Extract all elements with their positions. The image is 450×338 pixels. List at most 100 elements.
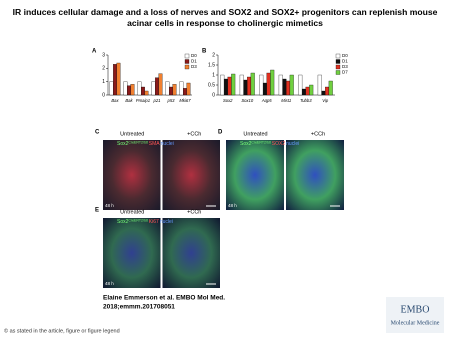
stain-part: SMA: [149, 141, 161, 147]
panel-label: C: [95, 130, 100, 136]
bar: [172, 84, 177, 96]
bar: [309, 84, 314, 96]
x-tick-label: p21: [153, 98, 161, 103]
x-tick-label: Sox2: [223, 98, 233, 103]
y-tick-label: 0: [212, 92, 215, 98]
micrograph: [162, 218, 220, 288]
bar: [151, 81, 156, 96]
stain-part: nuclei: [160, 219, 173, 225]
bar: [247, 76, 252, 96]
bar: [113, 64, 117, 96]
micrograph: [162, 140, 220, 210]
bar: [317, 74, 322, 96]
bar: [243, 79, 248, 96]
y-tick-label: 1.5: [208, 62, 215, 68]
bar: [220, 74, 225, 96]
x-tick-label: Sox10: [241, 98, 254, 103]
bar: [165, 81, 170, 96]
legend-label: D1: [342, 59, 348, 64]
column-label: +CCh: [187, 131, 201, 137]
micrograph: [226, 140, 284, 210]
bar: [239, 74, 244, 96]
panel-label: A: [92, 49, 97, 55]
column-label: +CCh: [187, 209, 201, 215]
x-tick-label: Bak: [125, 98, 133, 103]
x-tick-label: p53: [167, 98, 176, 103]
column-label: Untreated: [243, 131, 267, 137]
x-tick-label: Bax: [111, 98, 119, 103]
bar: [130, 84, 135, 96]
y-tick-label: 3: [102, 52, 105, 58]
slide-title: IR induces cellular damage and a loss of…: [12, 7, 438, 28]
stain-part: Sox2: [240, 141, 252, 147]
legend-label: D0: [342, 53, 348, 58]
legend-label: D1: [191, 59, 197, 64]
x-tick-label: Vip: [322, 98, 329, 103]
x-tick-label: Tubb3: [300, 98, 312, 103]
stain-part: Sox2: [117, 141, 129, 147]
bar: [270, 69, 275, 96]
bar: [282, 78, 287, 96]
bar: [305, 86, 310, 96]
bar: [227, 76, 232, 96]
bar: [223, 78, 228, 96]
stain-part: CreERT2/tdt: [128, 218, 147, 222]
legend-label: D3: [191, 64, 197, 69]
stain-label: Sox2CreERT2/tdtKi67nuclei: [117, 218, 173, 225]
x-tick-label: Pmaip1: [136, 98, 150, 103]
panel-label: B: [202, 49, 207, 55]
stain-part: Sox2: [117, 219, 129, 225]
column-label: Untreated: [120, 131, 144, 137]
footer: © as stated in the article, figure or fi…: [4, 327, 120, 334]
bar: [289, 74, 294, 96]
stain-part: SOX2: [272, 141, 286, 147]
stain-label: Sox2CreERT2/tdtSOX2nuclei: [240, 140, 299, 147]
legend-swatch: [335, 70, 341, 75]
micrograph: [103, 218, 161, 288]
x-tick-label: Mki67: [179, 98, 191, 103]
bar: [186, 82, 191, 96]
column-label: Untreated: [120, 209, 144, 215]
bar: [259, 74, 264, 96]
logo-text: Molecular Medicine: [391, 320, 440, 326]
y-tick-label: 2: [102, 66, 105, 72]
bar: [250, 72, 255, 96]
bar: [155, 77, 159, 96]
legend-swatch: [184, 59, 190, 64]
bar: [298, 74, 303, 96]
bar: [123, 81, 128, 96]
bar: [321, 90, 326, 96]
bar: [262, 82, 267, 96]
y-tick-label: 2: [212, 52, 215, 58]
bar: [286, 80, 291, 96]
bar: [141, 86, 145, 96]
bar: [109, 81, 114, 96]
bar: [183, 88, 187, 96]
bar: [301, 88, 306, 96]
stain-part: CreERT2/tdt: [128, 140, 147, 144]
time-label: 48 h: [228, 203, 237, 208]
legend-swatch: [335, 59, 341, 64]
stain-part: nuclei: [161, 141, 174, 147]
micrograph: [103, 140, 161, 210]
column-label: +CCh: [311, 131, 325, 137]
y-tick-label: 1: [212, 72, 215, 78]
bar: [127, 85, 131, 96]
legend-swatch: [184, 53, 190, 59]
bar: [169, 86, 173, 96]
y-tick-label: 1: [102, 79, 105, 85]
logo-text: EMBO: [401, 304, 430, 315]
logo-box: [386, 297, 444, 333]
citation: 2018;emmm.201708051: [103, 304, 175, 311]
time-label: 48 h: [105, 281, 114, 286]
stain-part: CreERT2/tdt: [251, 140, 270, 144]
stain-part: nuclei: [286, 141, 299, 147]
panel-label: D: [218, 130, 223, 136]
legend-label: D7: [342, 70, 348, 75]
stain-part: Ki67: [149, 219, 159, 225]
legend-label: D3: [342, 64, 348, 69]
bar: [137, 81, 142, 96]
stain-label: Sox2CreERT2/tdtSMAnuclei: [117, 140, 174, 147]
